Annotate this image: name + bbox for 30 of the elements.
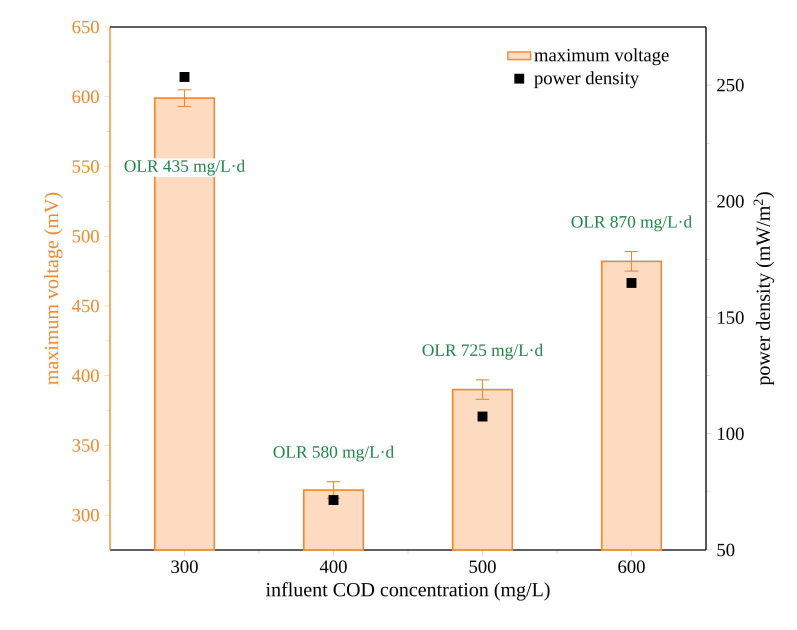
y-tick-label: 550: [72, 160, 99, 173]
x-tick-label: 600: [618, 560, 645, 573]
y2-tick-label: 100: [718, 427, 744, 440]
point: [180, 72, 190, 82]
y-tick-label: 500: [72, 230, 99, 242]
legend-label: power density: [534, 71, 640, 88]
point: [328, 495, 338, 505]
y-tick-label: 600: [72, 90, 99, 104]
y2-tick-label: 50: [717, 544, 734, 556]
x-tick-label: 400: [320, 560, 347, 573]
annotation: OLR 580 mg/L·d: [274, 446, 394, 462]
y-tick-label: 400: [72, 369, 99, 382]
annotation: OLR 725 mg/L·d: [422, 344, 543, 360]
y2-tick-label: 250: [717, 78, 744, 92]
y-axis-title: maximum voltage (mV): [44, 192, 62, 385]
y-tick-label: 350: [72, 439, 99, 452]
y2-tick-label: 200: [717, 195, 744, 208]
legend-label: maximum voltage: [534, 48, 669, 66]
y-tick-label: 650: [72, 20, 99, 34]
y-tick-label: 300: [72, 508, 99, 522]
annotation: OLR 435 mg/L·d: [124, 160, 245, 176]
y2-tick-label: 150: [718, 311, 744, 324]
point: [626, 278, 636, 288]
point: [478, 412, 488, 422]
y-tick-label: 450: [72, 300, 99, 312]
y2-axis-title: power density (mW/m$^{2}$): [754, 192, 774, 386]
x-tick-label: 300: [171, 560, 198, 573]
annotation: OLR 870 mg/L·d: [572, 215, 692, 232]
x-tick-label: 500: [470, 560, 496, 573]
x-axis-title: influent COD concentration (mg/L): [266, 582, 550, 601]
